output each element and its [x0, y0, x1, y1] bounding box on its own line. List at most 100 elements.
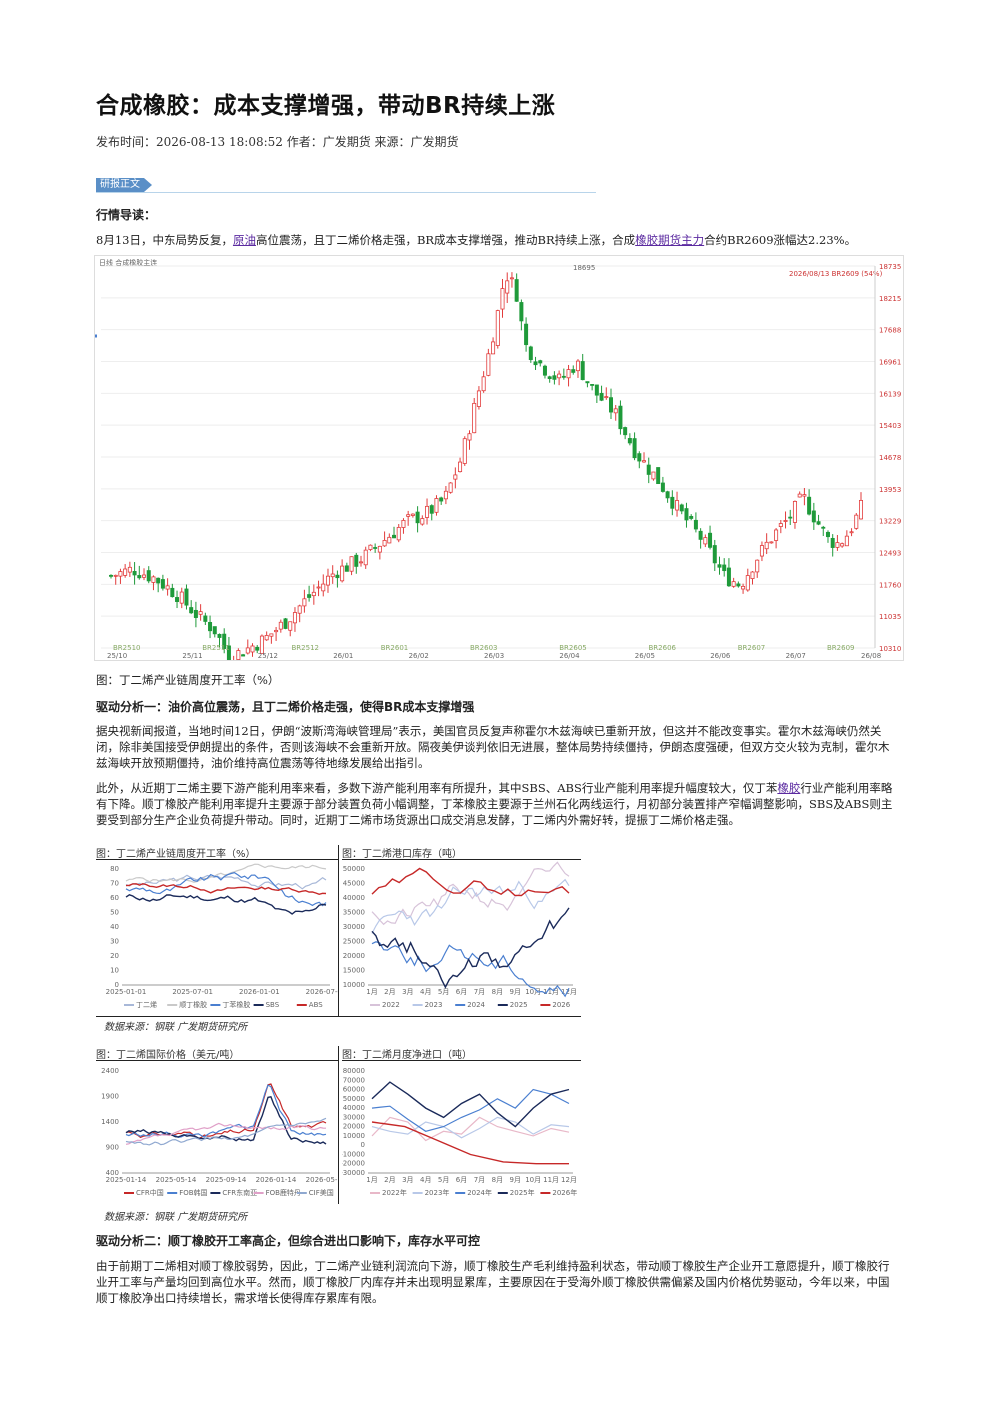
y-tick-label: 18215 [879, 295, 901, 303]
candle-body [439, 497, 444, 502]
candle-body [189, 607, 194, 614]
candle-body [689, 515, 694, 519]
legend-label: CIF美国 [309, 1188, 334, 1197]
x-tick-label: 6月 [456, 988, 467, 996]
series-line [125, 872, 327, 907]
candle-body [382, 540, 387, 547]
candle-body [627, 438, 632, 444]
series-line [125, 863, 327, 883]
contract-label: BR2609 [827, 644, 854, 652]
y-tick-label: 0 [115, 981, 119, 989]
x-tick-label: 2月 [384, 1176, 395, 1184]
x-tick-label: 11月 [543, 1176, 559, 1184]
candle-body [783, 520, 788, 522]
y-tick-label: 10310 [879, 645, 901, 653]
candle-body [373, 547, 378, 549]
contract-label: BR2601 [381, 644, 408, 652]
candle-body [755, 559, 760, 573]
link-rubber-futures[interactable]: 橡胶期货主力 [635, 233, 705, 247]
y-tick-label: 60 [110, 894, 119, 902]
candle-body [217, 633, 222, 638]
candle-body [769, 541, 774, 544]
candle-body [349, 556, 354, 572]
candle-body [632, 438, 637, 459]
x-tick-label: 2025-01-14 [106, 1176, 147, 1184]
y-tick-label: 45000 [343, 880, 365, 888]
candle-body [561, 375, 566, 378]
link-crude-oil[interactable]: 原油 [232, 233, 256, 247]
candle-body [613, 408, 618, 414]
series-line [125, 1117, 327, 1146]
article-meta: 发布时间：2026-08-13 18:08:52 作者：广发期货 来源：广发期货 [96, 135, 459, 149]
candle-body [538, 360, 543, 364]
candle-body [269, 633, 274, 637]
y-tick-label: 15000 [343, 967, 365, 975]
candle-body [316, 586, 321, 589]
candle-body [142, 574, 147, 578]
candle-body [797, 493, 802, 498]
legend-label: 丁苯橡胶 [222, 1000, 250, 1009]
legend-label: 2022 [382, 1001, 400, 1009]
y-tick-label: 20000 [343, 1123, 365, 1131]
candle-body [193, 609, 198, 618]
y-tick-label: 25000 [343, 938, 365, 946]
candle-body [443, 490, 448, 500]
candle-body [297, 605, 302, 614]
x-tick-label: 2025-01-01 [106, 988, 147, 996]
candle-body [679, 504, 684, 512]
candle-body [245, 647, 250, 654]
candle-body [448, 482, 453, 493]
section-tag: 研报正文 [96, 178, 152, 192]
x-tick-label: 8月 [492, 988, 503, 996]
candlestick-chart: 日线 合成橡胶主连 2026/08/13 BR2609 (54%) 18735 1… [94, 255, 904, 673]
candle-body [434, 498, 439, 513]
candle-body [665, 491, 670, 499]
legend-label: 2024 [467, 1001, 485, 1009]
series-line [371, 1081, 570, 1128]
panel-net-import: 图：丁二烯月度净进口（吨） 80000 70000 60000 50000 40000 3… [342, 1046, 581, 1204]
x-tick-label: 25/12 [258, 652, 278, 660]
x-tick-label: 2026-01-01 [239, 988, 280, 996]
x-tick-label: 25/10 [107, 652, 127, 660]
x-tick-label: 26/03 [484, 652, 504, 660]
candle-body [292, 612, 297, 624]
port-inventory-chart: 50000 45000 40000 35000 30000 25000 20000 15000… [343, 861, 577, 1009]
legend-label: CFR东南亚 [222, 1188, 257, 1197]
y-tick-label: 40000 [343, 894, 365, 902]
x-tick-label: 4月 [420, 988, 431, 996]
candle-body [156, 577, 161, 584]
candle-body [802, 494, 807, 497]
candle-body [123, 568, 128, 576]
candle-body [759, 545, 764, 557]
legend-label: FOB鹿特丹 [266, 1188, 301, 1197]
candlestick-svg: 日线 合成橡胶主连 2026/08/13 BR2609 (54%) 18735 1… [95, 258, 901, 673]
candle-body [198, 611, 203, 615]
candle-body [420, 518, 425, 525]
x-tick-label: 12月 [561, 988, 577, 996]
candle-body [811, 510, 816, 523]
x-tick-label: 26/06 [710, 652, 731, 660]
candle-body [580, 361, 585, 381]
candle-body [429, 505, 434, 514]
candle-body [514, 279, 519, 302]
panel-title: 图：丁二烯国际价格（美元/吨） [96, 1046, 338, 1061]
candle-body [283, 618, 288, 629]
candle-body [288, 621, 293, 631]
candle-body [222, 633, 227, 649]
y-tick-label: 11035 [879, 613, 901, 621]
contract-label: BR2605 [559, 644, 586, 652]
candle-body [830, 537, 835, 548]
candle-body [170, 587, 175, 598]
candle-body [750, 571, 755, 580]
legend-label: 2026 [552, 1001, 570, 1009]
candle-body [274, 629, 279, 633]
candle-body [255, 646, 260, 651]
candle-body [406, 514, 411, 517]
candle-body [698, 530, 703, 540]
y-tick-label: 13953 [879, 486, 901, 494]
series-line [371, 941, 570, 998]
legend-label: 2026年 [552, 1188, 577, 1197]
link-rubber[interactable]: 橡胶 [777, 781, 801, 795]
y-tick-label: 900 [106, 1144, 119, 1152]
